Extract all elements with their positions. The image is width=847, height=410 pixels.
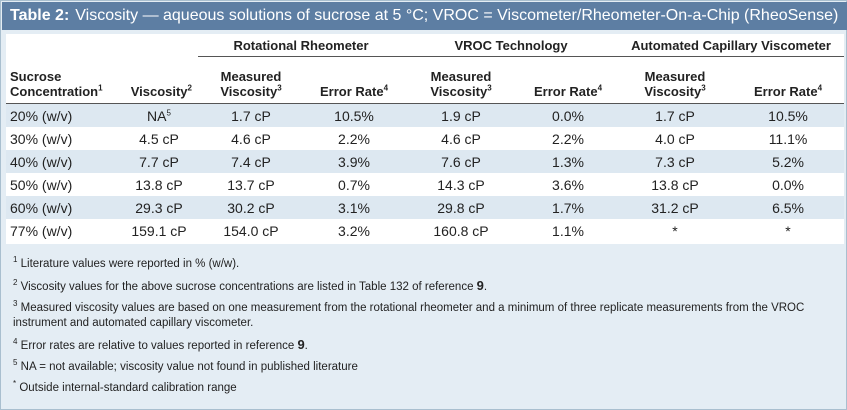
cell-acv-error: 6.5% xyxy=(732,196,845,219)
group-header-row: Rotational Rheometer VROC Technology Aut… xyxy=(6,34,845,57)
col-acv-measured: Measured Viscosity3 xyxy=(644,69,706,99)
col-rot-measured: Measured Viscosity3 xyxy=(220,69,282,99)
cell-rot-error: 10.5% xyxy=(304,103,405,127)
cell-rot-error: 2.2% xyxy=(304,127,405,150)
cell-vroc-error: 1.1% xyxy=(518,219,619,242)
cell-vroc-error: 1.3% xyxy=(518,150,619,173)
table-row: 60% (w/v) 29.3 cP 30.2 cP 3.1% 29.8 cP 1… xyxy=(6,196,845,219)
group-rotational-rheometer: Rotational Rheometer xyxy=(198,34,405,57)
reference-link[interactable]: 9 xyxy=(476,278,484,293)
cell-viscosity: 7.7 cP xyxy=(120,150,198,173)
col-sucrose-concentration: Sucrose Concentration1 xyxy=(10,69,103,99)
cell-acv-measured: 4.0 cP xyxy=(618,127,733,150)
group-automated-capillary-viscometer: Automated Capillary Viscometer xyxy=(618,34,845,57)
cell-rot-measured: 154.0 cP xyxy=(198,219,304,242)
footnote: 3 Measured viscosity values are based on… xyxy=(13,299,805,329)
table-number: Table 2: xyxy=(10,7,70,24)
cell-acv-error: 0.0% xyxy=(732,173,845,196)
cell-acv-error: 5.2% xyxy=(732,150,845,173)
cell-rot-error: 3.1% xyxy=(304,196,405,219)
cell-viscosity: 29.3 cP xyxy=(120,196,198,219)
reference-link[interactable]: 9 xyxy=(297,337,305,352)
cell-viscosity: NA5 xyxy=(120,103,198,127)
cell-rot-measured: 1.7 cP xyxy=(198,103,304,127)
viscosity-table: Rotational Rheometer VROC Technology Aut… xyxy=(6,34,845,242)
cell-acv-measured: * xyxy=(618,219,733,242)
table-row: 77% (w/v) 159.1 cP 154.0 cP 3.2% 160.8 c… xyxy=(6,219,845,242)
cell-vroc-measured: 160.8 cP xyxy=(404,219,519,242)
cell-rot-error: 0.7% xyxy=(304,173,405,196)
footnote: 4 Error rates are relative to values rep… xyxy=(13,337,308,352)
cell-concentration: 60% (w/v) xyxy=(6,196,120,219)
cell-vroc-measured: 4.6 cP xyxy=(404,127,519,150)
cell-acv-error: 11.1% xyxy=(732,127,845,150)
table-row: 30% (w/v) 4.5 cP 4.6 cP 2.2% 4.6 cP 2.2%… xyxy=(6,127,845,150)
cell-vroc-measured: 7.6 cP xyxy=(404,150,519,173)
cell-vroc-error: 1.7% xyxy=(518,196,619,219)
footnote: 2 Viscosity values for the above sucrose… xyxy=(13,278,488,293)
table-caption: Table 2: Viscosity — aqueous solutions of… xyxy=(2,2,847,30)
footnote: * Outside internal-standard calibration … xyxy=(13,379,237,394)
cell-viscosity: 4.5 cP xyxy=(120,127,198,150)
table-row: 20% (w/v) NA5 1.7 cP 10.5% 1.9 cP 0.0% 1… xyxy=(6,103,845,127)
cell-acv-measured: 1.7 cP xyxy=(618,103,733,127)
cell-rot-measured: 7.4 cP xyxy=(198,150,304,173)
cell-vroc-error: 2.2% xyxy=(518,127,619,150)
cell-rot-error: 3.2% xyxy=(304,219,405,242)
group-vroc-technology: VROC Technology xyxy=(404,34,619,57)
cell-concentration: 30% (w/v) xyxy=(6,127,120,150)
cell-vroc-error: 3.6% xyxy=(518,173,619,196)
table-title: Viscosity — aqueous solutions of sucrose… xyxy=(75,7,839,24)
cell-concentration: 50% (w/v) xyxy=(6,173,120,196)
cell-rot-measured: 30.2 cP xyxy=(198,196,304,219)
cell-rot-measured: 4.6 cP xyxy=(198,127,304,150)
cell-vroc-measured: 14.3 cP xyxy=(404,173,519,196)
table-footnotes: 1 Literature values were reported in % (… xyxy=(13,255,843,402)
cell-vroc-error: 0.0% xyxy=(518,103,619,127)
data-table-container: Rotational Rheometer VROC Technology Aut… xyxy=(6,34,845,244)
cell-viscosity: 13.8 cP xyxy=(120,173,198,196)
cell-concentration: 20% (w/v) xyxy=(6,103,120,127)
cell-acv-error: * xyxy=(732,219,845,242)
cell-concentration: 77% (w/v) xyxy=(6,219,120,242)
cell-vroc-measured: 29.8 cP xyxy=(404,196,519,219)
footnote: 5 NA = not available; viscosity value no… xyxy=(13,358,358,373)
cell-rot-measured: 13.7 cP xyxy=(198,173,304,196)
table-row: 40% (w/v) 7.7 cP 7.4 cP 3.9% 7.6 cP 1.3%… xyxy=(6,150,845,173)
col-vroc-error: Error Rate4 xyxy=(534,83,603,99)
cell-viscosity: 159.1 cP xyxy=(120,219,198,242)
cell-vroc-measured: 1.9 cP xyxy=(404,103,519,127)
cell-rot-error: 3.9% xyxy=(304,150,405,173)
cell-acv-measured: 7.3 cP xyxy=(618,150,733,173)
table-row: 50% (w/v) 13.8 cP 13.7 cP 0.7% 14.3 cP 3… xyxy=(6,173,845,196)
cell-acv-error: 10.5% xyxy=(732,103,845,127)
footnote: 1 Literature values were reported in % (… xyxy=(13,255,240,270)
cell-acv-measured: 13.8 cP xyxy=(618,173,733,196)
col-viscosity: Viscosity2 xyxy=(130,83,192,99)
col-vroc-measured: Measured Viscosity3 xyxy=(430,69,492,99)
col-acv-error: Error Rate4 xyxy=(754,83,823,99)
cell-concentration: 40% (w/v) xyxy=(6,150,120,173)
column-header-row: Sucrose Concentration1 Viscosity2 Measure… xyxy=(6,57,845,104)
cell-acv-measured: 31.2 cP xyxy=(618,196,733,219)
col-rot-error: Error Rate4 xyxy=(319,83,389,99)
